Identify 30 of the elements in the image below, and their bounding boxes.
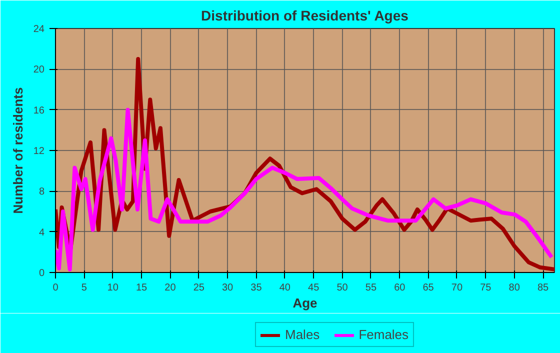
x-tick-label: 65: [422, 282, 434, 294]
x-tick-label: 75: [480, 282, 492, 294]
x-tick-label: 35: [250, 282, 262, 294]
x-tick-label: 70: [451, 282, 463, 294]
x-tick-label: 80: [508, 282, 520, 294]
x-tick-label: 25: [193, 282, 205, 294]
x-tick-label: 15: [136, 282, 148, 294]
x-axis-title: Age: [292, 296, 318, 310]
x-tick-label: 85: [537, 282, 550, 294]
y-tick-label: 4: [38, 227, 45, 238]
x-tick-label: 20: [164, 282, 176, 294]
x-tick-label: 10: [107, 282, 119, 294]
y-tick-label: 0: [38, 268, 45, 279]
y-tick-label: 16: [33, 105, 45, 116]
x-tick-label: 5: [81, 282, 88, 294]
chart-title: Distribution of Residents' Ages: [201, 8, 409, 24]
x-tick-label: 50: [336, 282, 348, 294]
y-tick-label: 24: [33, 24, 45, 35]
x-tick-label: 0: [52, 282, 59, 294]
y-tick-label: 20: [33, 64, 45, 76]
x-tick-label: 30: [222, 282, 234, 294]
x-tick-label: 45: [308, 282, 320, 294]
x-tick-label: 60: [394, 282, 406, 294]
legend-label: Females: [358, 327, 409, 342]
y-tick-label: 12: [33, 146, 45, 157]
x-tick-label: 55: [365, 282, 377, 294]
x-tick-label: 40: [279, 282, 291, 294]
y-tick-label: 8: [38, 186, 45, 198]
legend-label: Males: [285, 327, 320, 342]
y-axis-title: Number of residents: [10, 87, 26, 214]
